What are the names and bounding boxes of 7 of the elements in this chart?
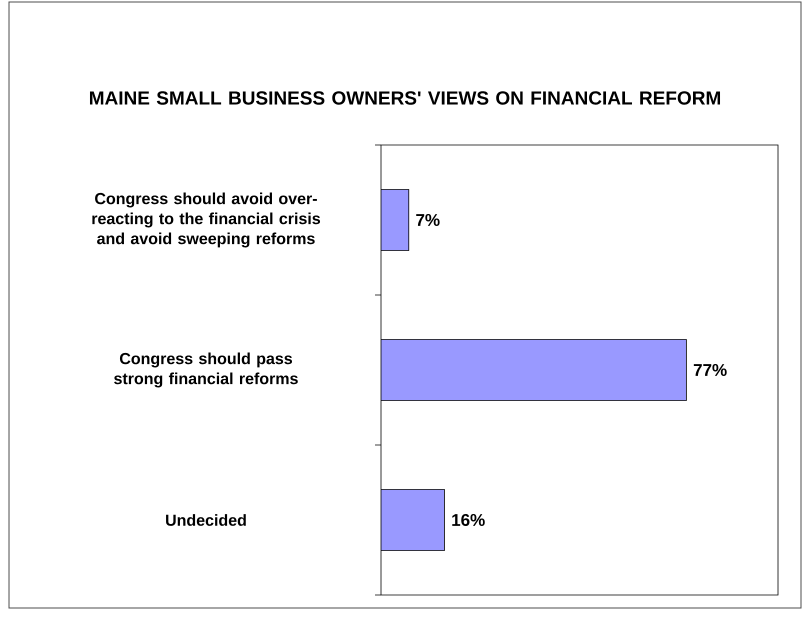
y-tick-label: Congress should pass strong financial reforms: [114, 352, 298, 388]
y-tick-label: Undecided: [166, 514, 246, 526]
data-label: 16%: [452, 514, 485, 526]
chart-title: MAINE SMALL BUSINESS OWNERS' VIEWS ON FINANCIAL REFORM: [90, 91, 720, 105]
y-tick-label: Congress should avoid over-reacting to the financial crisis and avoid sweeping reforms: [92, 192, 320, 248]
data-label: 77%: [694, 364, 727, 376]
data-label: 7%: [416, 214, 440, 226]
